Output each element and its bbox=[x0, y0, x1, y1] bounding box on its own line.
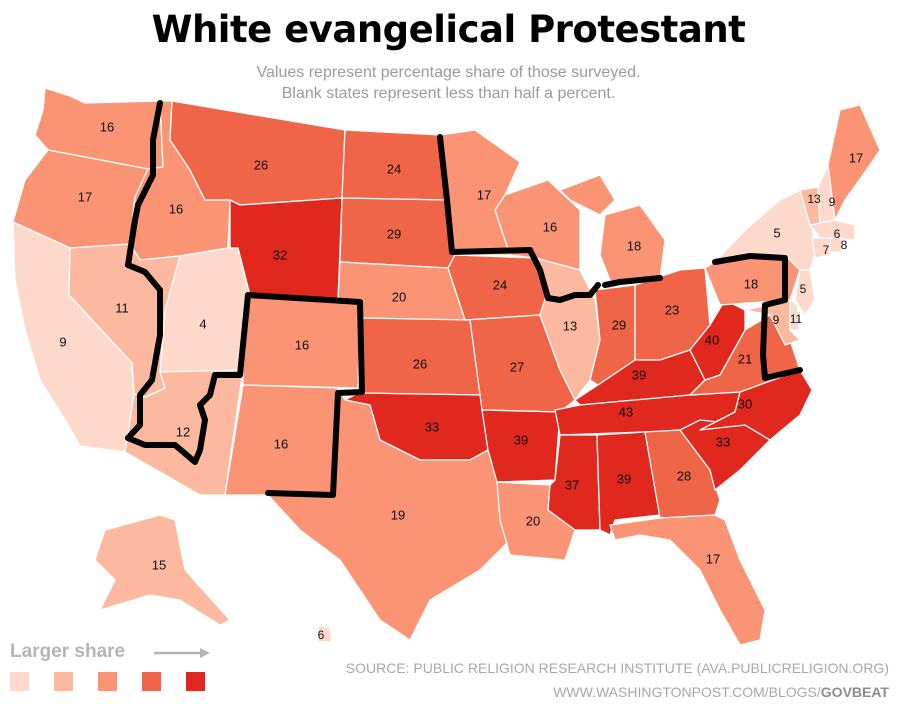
route-line-west bbox=[125, 100, 365, 498]
state-label-OK: 33 bbox=[425, 419, 439, 434]
credit-line: WWW.WASHINGTONPOST.COM/BLOGS/GOVBEAT bbox=[553, 684, 889, 700]
state-label-IL: 13 bbox=[563, 318, 577, 333]
state-WV bbox=[689, 299, 746, 381]
state-label-MO: 27 bbox=[510, 359, 524, 374]
state-label-ID: 16 bbox=[169, 201, 183, 216]
legend-swatch-3 bbox=[98, 672, 117, 691]
state-label-WA: 16 bbox=[100, 119, 114, 134]
state-label-FL: 17 bbox=[706, 551, 720, 566]
state-label-ND: 24 bbox=[387, 161, 401, 176]
credit-brand: GOVBEAT bbox=[820, 684, 889, 700]
state-label-LA: 20 bbox=[526, 513, 540, 528]
state-RI bbox=[829, 237, 843, 253]
state-CT bbox=[811, 237, 831, 259]
state-label-TN: 43 bbox=[619, 404, 633, 419]
state-label-NY: 5 bbox=[773, 225, 780, 240]
state-label-GA: 28 bbox=[677, 468, 691, 483]
state-label-CT: 7 bbox=[823, 243, 830, 257]
state-label-NH: 9 bbox=[829, 195, 836, 209]
state-label-RI: 8 bbox=[841, 238, 848, 252]
state-NC bbox=[699, 369, 813, 441]
state-label-NE: 20 bbox=[392, 289, 406, 304]
state-MI bbox=[559, 174, 616, 216]
state-label-NJ: 5 bbox=[800, 282, 807, 296]
legend-swatch-2 bbox=[54, 672, 73, 691]
state-AK bbox=[94, 514, 231, 626]
source-note: SOURCE: PUBLIC RELIGION RESEARCH INSTITU… bbox=[345, 660, 889, 676]
state-label-AK: 15 bbox=[152, 557, 166, 572]
state-label-OR: 17 bbox=[78, 189, 92, 204]
state-ME bbox=[827, 104, 881, 221]
state-label-NM: 16 bbox=[274, 436, 288, 451]
state-label-CO: 16 bbox=[295, 337, 309, 352]
state-label-NC: 30 bbox=[738, 396, 752, 411]
legend-swatches bbox=[10, 672, 205, 691]
state-label-CA: 9 bbox=[59, 334, 66, 349]
state-label-MD: 11 bbox=[790, 312, 803, 326]
route-line-east bbox=[712, 253, 803, 381]
state-AR bbox=[481, 409, 561, 483]
state-label-TX: 19 bbox=[391, 507, 405, 522]
state-label-WI: 16 bbox=[543, 219, 557, 234]
state-label-MS: 37 bbox=[565, 477, 579, 492]
state-label-IN: 29 bbox=[612, 317, 626, 332]
state-AZ bbox=[124, 369, 244, 496]
legend-arrow-icon bbox=[154, 648, 210, 658]
subtitle-line-2: Blank states represent less than half a … bbox=[281, 85, 616, 102]
state-label-SD: 29 bbox=[387, 226, 401, 241]
state-label-ME: 17 bbox=[849, 150, 863, 165]
drawn-route-lines bbox=[125, 100, 803, 498]
state-label-DE: 9 bbox=[773, 313, 780, 327]
state-label-WV: 40 bbox=[705, 332, 719, 347]
state-label-MA: 6 bbox=[834, 227, 841, 241]
legend-swatch-5 bbox=[186, 672, 205, 691]
state-label-PA: 18 bbox=[744, 276, 758, 291]
route-line-midwest bbox=[437, 134, 601, 303]
state-label-SC: 33 bbox=[716, 434, 730, 449]
state-label-KY: 39 bbox=[632, 367, 646, 382]
credit-url: WWW.WASHINGTONPOST.COM/BLOGS/ bbox=[553, 684, 821, 700]
state-MD bbox=[744, 299, 801, 346]
state-label-UT: 4 bbox=[199, 316, 206, 331]
state-NJ bbox=[794, 269, 816, 316]
subtitle-line-1: Values represent percentage share of tho… bbox=[256, 64, 641, 81]
state-label-MI: 18 bbox=[627, 238, 641, 253]
state-label-KS: 26 bbox=[413, 356, 427, 371]
state-MA bbox=[809, 219, 856, 241]
state-label-AL: 39 bbox=[617, 471, 631, 486]
legend-swatch-1 bbox=[10, 672, 29, 691]
route-line-michigan bbox=[602, 275, 663, 288]
state-label-WY: 32 bbox=[273, 247, 287, 262]
state-FL bbox=[609, 514, 766, 646]
state-label-AR: 39 bbox=[514, 432, 528, 447]
state-label-VA: 21 bbox=[738, 351, 752, 366]
state-label-MN: 17 bbox=[477, 187, 491, 202]
state-label-VT: 13 bbox=[807, 192, 821, 206]
state-label-IA: 24 bbox=[493, 277, 507, 292]
legend-swatch-4 bbox=[142, 672, 161, 691]
state-HI bbox=[317, 624, 333, 643]
state-label-NV: 11 bbox=[115, 300, 129, 315]
state-label-OH: 23 bbox=[665, 302, 679, 317]
map-title: White evangelical Protestant bbox=[151, 8, 746, 51]
state-label-AZ: 12 bbox=[176, 424, 190, 439]
state-label-MT: 26 bbox=[254, 157, 268, 172]
state-label-HI: 6 bbox=[318, 628, 325, 642]
state-SC bbox=[679, 419, 771, 491]
legend-title: Larger share bbox=[10, 641, 126, 662]
